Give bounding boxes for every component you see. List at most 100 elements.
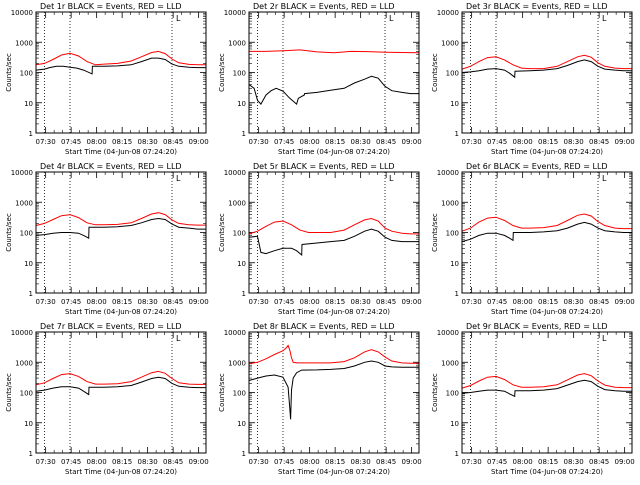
events-series-line xyxy=(461,59,632,79)
y-tick-label: 10000 xyxy=(11,329,33,337)
lld-series-line xyxy=(248,344,419,365)
detector-panel: Det 3r BLACK = Events, RED = LLD L 1 10 100 1… xyxy=(431,2,635,156)
x-axis-label: Start Time (04-Jun-08 07:24:20) xyxy=(278,308,390,316)
y-tick-label: 10 xyxy=(237,420,246,428)
y-tick-label: 10000 xyxy=(224,329,246,337)
x-tick-label: 07:30 xyxy=(36,458,56,466)
detector-panel: Det 9r BLACK = Events, RED = LLD L 1 10 100 1… xyxy=(431,322,635,476)
panel-title: Det 8r BLACK = Events, RED = LLD xyxy=(253,322,395,331)
plot-frame xyxy=(35,11,207,134)
x-tick-label: 08:30 xyxy=(351,458,371,466)
x-tick-label: 07:30 xyxy=(36,298,56,306)
lld-series-line xyxy=(35,50,206,66)
plot-frame xyxy=(248,331,420,454)
y-tick-label: 1000 xyxy=(228,359,246,367)
y-axis-label: Counts/sec xyxy=(218,53,226,92)
corner-mark: L xyxy=(389,174,394,183)
x-tick-label: 09:00 xyxy=(189,458,209,466)
panel-title: Det 6r BLACK = Events, RED = LLD xyxy=(466,162,608,171)
y-tick-label: 1000 xyxy=(15,199,33,207)
x-tick-label: 08:30 xyxy=(351,138,371,146)
y-tick-label: 1000 xyxy=(228,199,246,207)
events-series-line xyxy=(248,228,419,257)
plot-frame xyxy=(248,171,420,294)
x-tick-label: 08:45 xyxy=(163,298,183,306)
x-axis-label: Start Time (04-Jun-08 07:24:20) xyxy=(278,468,390,476)
x-tick-label: 07:30 xyxy=(462,458,482,466)
y-tick-label: 100 xyxy=(233,230,246,238)
y-tick-label: 1 xyxy=(29,290,33,298)
y-tick-label: 1 xyxy=(455,290,459,298)
x-tick-label: 08:15 xyxy=(325,298,345,306)
detector-panel: Det 1r BLACK = Events, RED = LLD L 1 10 100 1… xyxy=(5,2,209,156)
y-tick-label: 1 xyxy=(242,450,246,458)
x-tick-label: 07:30 xyxy=(249,138,269,146)
y-tick-label: 10 xyxy=(24,260,33,268)
events-series-line xyxy=(35,376,206,396)
x-tick-label: 09:00 xyxy=(402,138,422,146)
corner-mark: L xyxy=(389,14,394,23)
lld-series-line xyxy=(248,217,419,235)
x-axis-label: Start Time (04-Jun-08 07:24:20) xyxy=(491,468,603,476)
x-tick-label: 07:30 xyxy=(462,298,482,306)
x-tick-label: 08:00 xyxy=(300,298,320,306)
lld-series-line xyxy=(35,370,206,386)
x-tick-label: 08:45 xyxy=(376,138,396,146)
plot-frame xyxy=(35,171,207,294)
x-tick-label: 07:45 xyxy=(274,138,294,146)
corner-mark: L xyxy=(176,334,181,343)
x-tick-label: 07:30 xyxy=(249,458,269,466)
y-tick-label: 10000 xyxy=(11,169,33,177)
x-tick-label: 08:00 xyxy=(87,298,107,306)
lld-series-line xyxy=(461,54,632,70)
plot-frame xyxy=(461,171,633,294)
x-tick-label: 08:30 xyxy=(564,458,584,466)
detector-panel: Det 6r BLACK = Events, RED = LLD L 1 10 100 1… xyxy=(431,162,635,316)
y-tick-label: 1000 xyxy=(441,199,459,207)
y-tick-label: 100 xyxy=(233,70,246,78)
y-tick-label: 100 xyxy=(20,230,33,238)
x-tick-label: 09:00 xyxy=(615,458,635,466)
y-tick-label: 10000 xyxy=(437,329,459,337)
x-tick-label: 08:30 xyxy=(138,298,158,306)
x-axis-label: Start Time (04-Jun-08 07:24:20) xyxy=(278,148,390,156)
x-tick-label: 08:45 xyxy=(589,138,609,146)
x-tick-label: 08:45 xyxy=(163,458,183,466)
y-axis-label: Counts/sec xyxy=(431,373,439,412)
y-tick-label: 100 xyxy=(233,390,246,398)
y-tick-label: 100 xyxy=(20,390,33,398)
corner-mark: L xyxy=(602,174,607,183)
x-tick-label: 08:00 xyxy=(513,458,533,466)
x-tick-label: 08:30 xyxy=(351,298,371,306)
events-series-line xyxy=(248,360,419,420)
x-tick-label: 08:00 xyxy=(300,458,320,466)
x-tick-label: 09:00 xyxy=(189,298,209,306)
panel-title: Det 1r BLACK = Events, RED = LLD xyxy=(40,2,182,11)
y-tick-label: 1000 xyxy=(441,39,459,47)
detector-panel: Det 8r BLACK = Events, RED = LLD L 1 10 100 1… xyxy=(218,322,422,476)
plot-frame xyxy=(248,11,420,134)
x-tick-label: 08:45 xyxy=(163,138,183,146)
y-tick-label: 1000 xyxy=(15,39,33,47)
y-axis-label: Counts/sec xyxy=(5,373,13,412)
x-axis-label: Start Time (04-Jun-08 07:24:20) xyxy=(65,468,177,476)
corner-mark: L xyxy=(602,334,607,343)
y-tick-label: 10 xyxy=(450,420,459,428)
x-tick-label: 08:30 xyxy=(564,138,584,146)
events-series-line xyxy=(35,217,206,240)
y-axis-label: Counts/sec xyxy=(5,53,13,92)
corner-mark: L xyxy=(176,174,181,183)
y-tick-label: 1000 xyxy=(441,359,459,367)
x-tick-label: 08:15 xyxy=(325,138,345,146)
y-tick-label: 10000 xyxy=(11,9,33,17)
y-tick-label: 1 xyxy=(29,450,33,458)
y-tick-label: 10000 xyxy=(224,169,246,177)
x-tick-label: 08:00 xyxy=(87,458,107,466)
events-series-line xyxy=(461,221,632,243)
x-tick-label: 07:45 xyxy=(61,458,81,466)
x-tick-label: 07:45 xyxy=(487,458,507,466)
x-tick-label: 07:30 xyxy=(36,138,56,146)
detector-panel: Det 5r BLACK = Events, RED = LLD L 1 10 100 1… xyxy=(218,162,422,316)
y-tick-label: 10000 xyxy=(437,169,459,177)
